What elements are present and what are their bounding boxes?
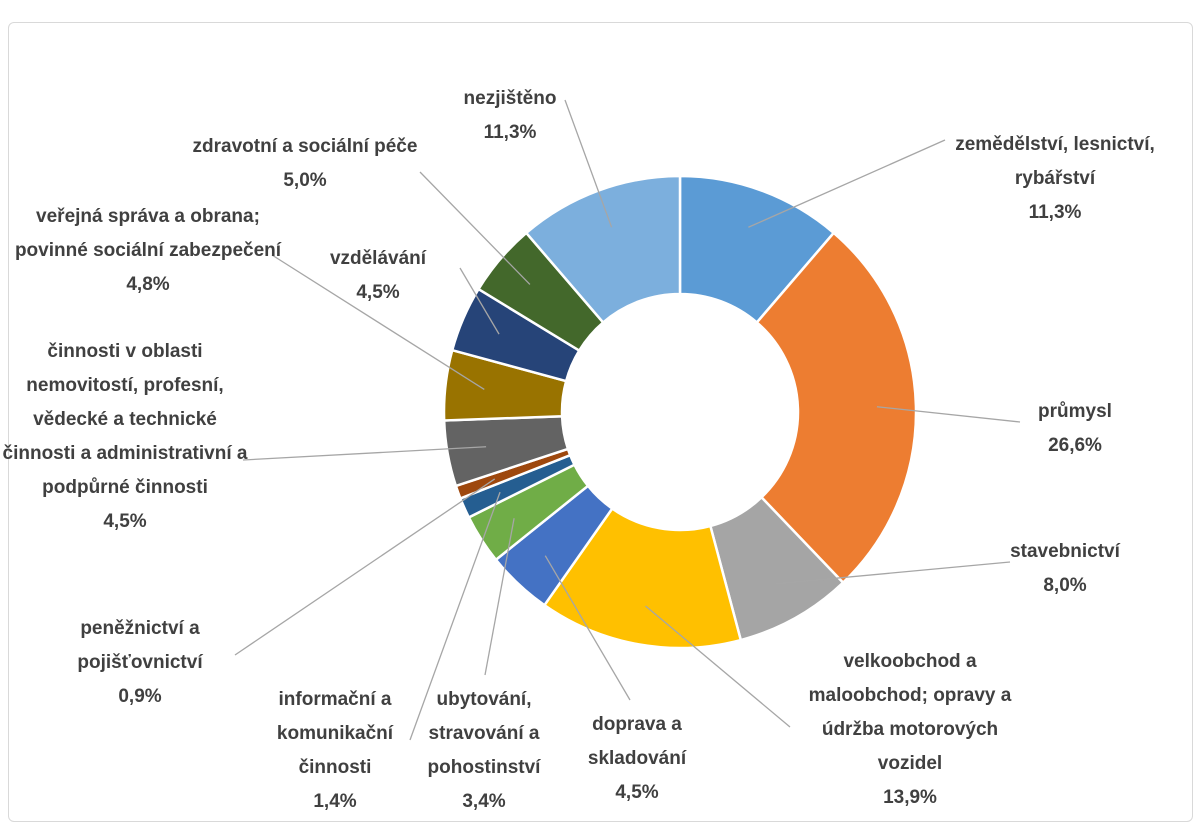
data-label: ubytování, stravování a pohostinství 3,4% [409, 683, 559, 819]
category-label: stavebnictví [1010, 541, 1120, 562]
value-label: 5,0% [283, 170, 327, 191]
value-label: 13,9% [883, 787, 937, 808]
leader-line [645, 605, 791, 728]
leader-line [776, 561, 1011, 585]
value-label: 1,4% [313, 791, 357, 812]
data-label: průmysl 26,6% [1015, 395, 1135, 463]
category-label: vzdělávání [329, 248, 427, 269]
category-label: průmysl [1038, 401, 1112, 422]
leader-line [242, 446, 487, 461]
leader-line [271, 254, 485, 391]
value-label: 11,3% [1028, 202, 1082, 223]
value-label: 0,9% [118, 686, 162, 707]
value-label: 4,8% [126, 274, 170, 295]
value-label: 8,0% [1043, 575, 1087, 596]
value-label: 11,3% [483, 122, 537, 143]
category-label: velkoobchod a maloobchod; opravy a údržb… [808, 651, 1012, 774]
category-label: peněžnictví a pojišťovnictví [77, 618, 203, 673]
data-label: vzdělávání 4,5% [308, 242, 448, 310]
leader-line [459, 267, 500, 335]
category-label: nezjištěno [463, 88, 557, 109]
data-label: činnosti v oblasti nemovitostí, profesní… [3, 335, 248, 539]
donut-segment [542, 506, 743, 650]
data-label: zdravotní a sociální péče 5,0% [190, 130, 420, 198]
category-label: ubytování, stravování a pohostinství [427, 689, 541, 778]
category-label: doprava a skladování [587, 714, 687, 769]
data-label: nezjištěno 11,3% [430, 82, 590, 150]
leader-line [409, 491, 501, 741]
leader-line [564, 99, 613, 228]
data-label: velkoobchod a maloobchod; opravy a údržb… [790, 645, 1030, 815]
data-label: zemědělství, lesnictví, rybářství 11,3% [945, 128, 1165, 230]
leader-line [748, 139, 946, 228]
data-label: doprava a skladování 4,5% [562, 708, 712, 810]
value-label: 3,4% [462, 791, 506, 812]
data-label: veřejná správa a obrana; povinné sociáln… [13, 200, 283, 302]
value-label: 26,6% [1048, 435, 1102, 456]
leader-line [876, 406, 1021, 423]
value-label: 4,5% [356, 282, 400, 303]
category-label: zemědělství, lesnictví, rybářství [955, 134, 1155, 189]
category-label: činnosti v oblasti nemovitostí, profesní… [2, 341, 248, 498]
leader-line [544, 555, 631, 701]
value-label: 4,5% [103, 511, 147, 532]
leader-line [419, 171, 531, 285]
value-label: 4,5% [615, 782, 659, 803]
data-label: peněžnictví a pojišťovnictví 0,9% [55, 612, 225, 714]
category-label: zdravotní a sociální péče [192, 136, 418, 157]
donut-segment [755, 231, 918, 585]
data-label: stavebnictví 8,0% [995, 535, 1135, 603]
leader-line [234, 478, 496, 656]
data-label: informační a komunikační činnosti 1,4% [265, 683, 405, 819]
category-label: informační a komunikační činnosti [276, 689, 394, 778]
donut-segment [524, 174, 682, 325]
leader-line [484, 518, 515, 676]
category-label: veřejná správa a obrana; povinné sociáln… [14, 206, 282, 261]
